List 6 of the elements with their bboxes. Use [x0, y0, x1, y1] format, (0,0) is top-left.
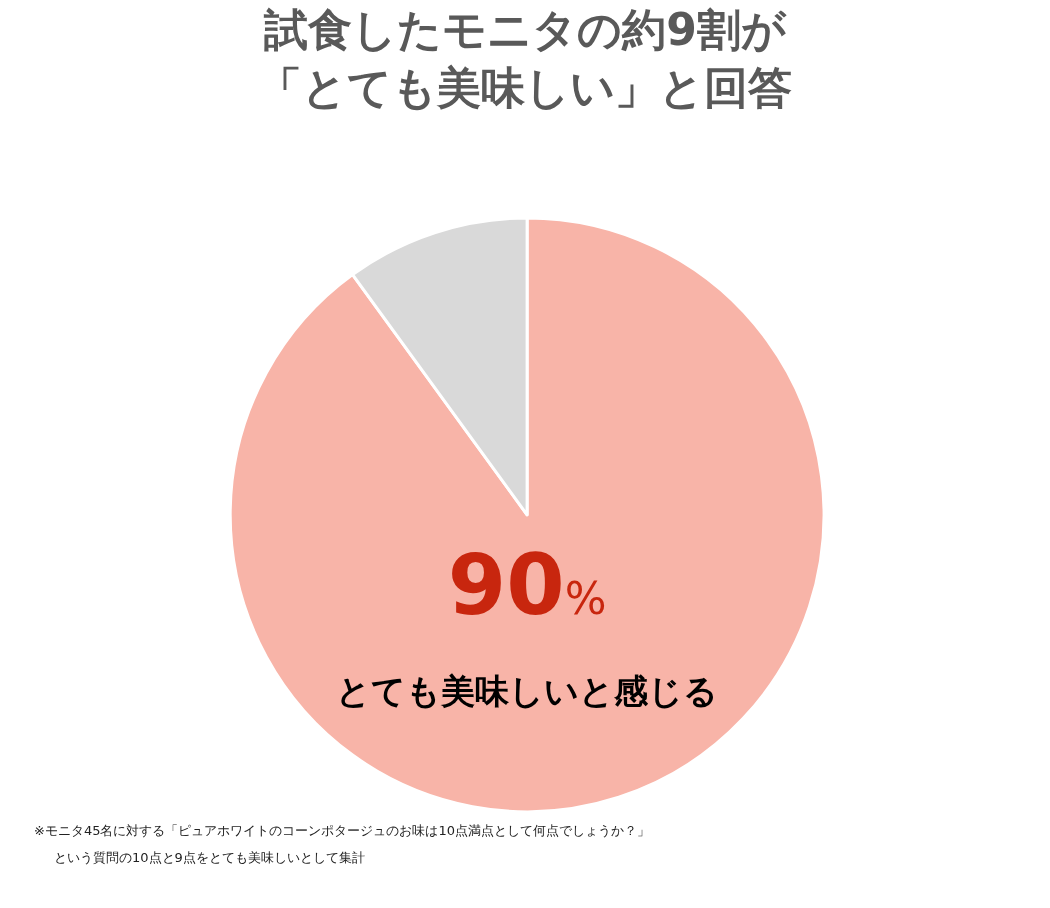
data-label: 90%: [447, 536, 607, 635]
slice-label: とても美味しいと感じる: [336, 670, 719, 711]
pie-slice: [228, 216, 826, 813]
text: ※モニタ45名に対する「ピュアホワイトのコーンポタージュのお味は10点満点として何点でしょうか？」: [34, 823, 650, 838]
chart-title: 試食したモニタの約9割が「とても美味しい」と回答: [258, 4, 792, 113]
text: という質問の10点と9点をとても美味しいとして集計: [54, 850, 365, 865]
